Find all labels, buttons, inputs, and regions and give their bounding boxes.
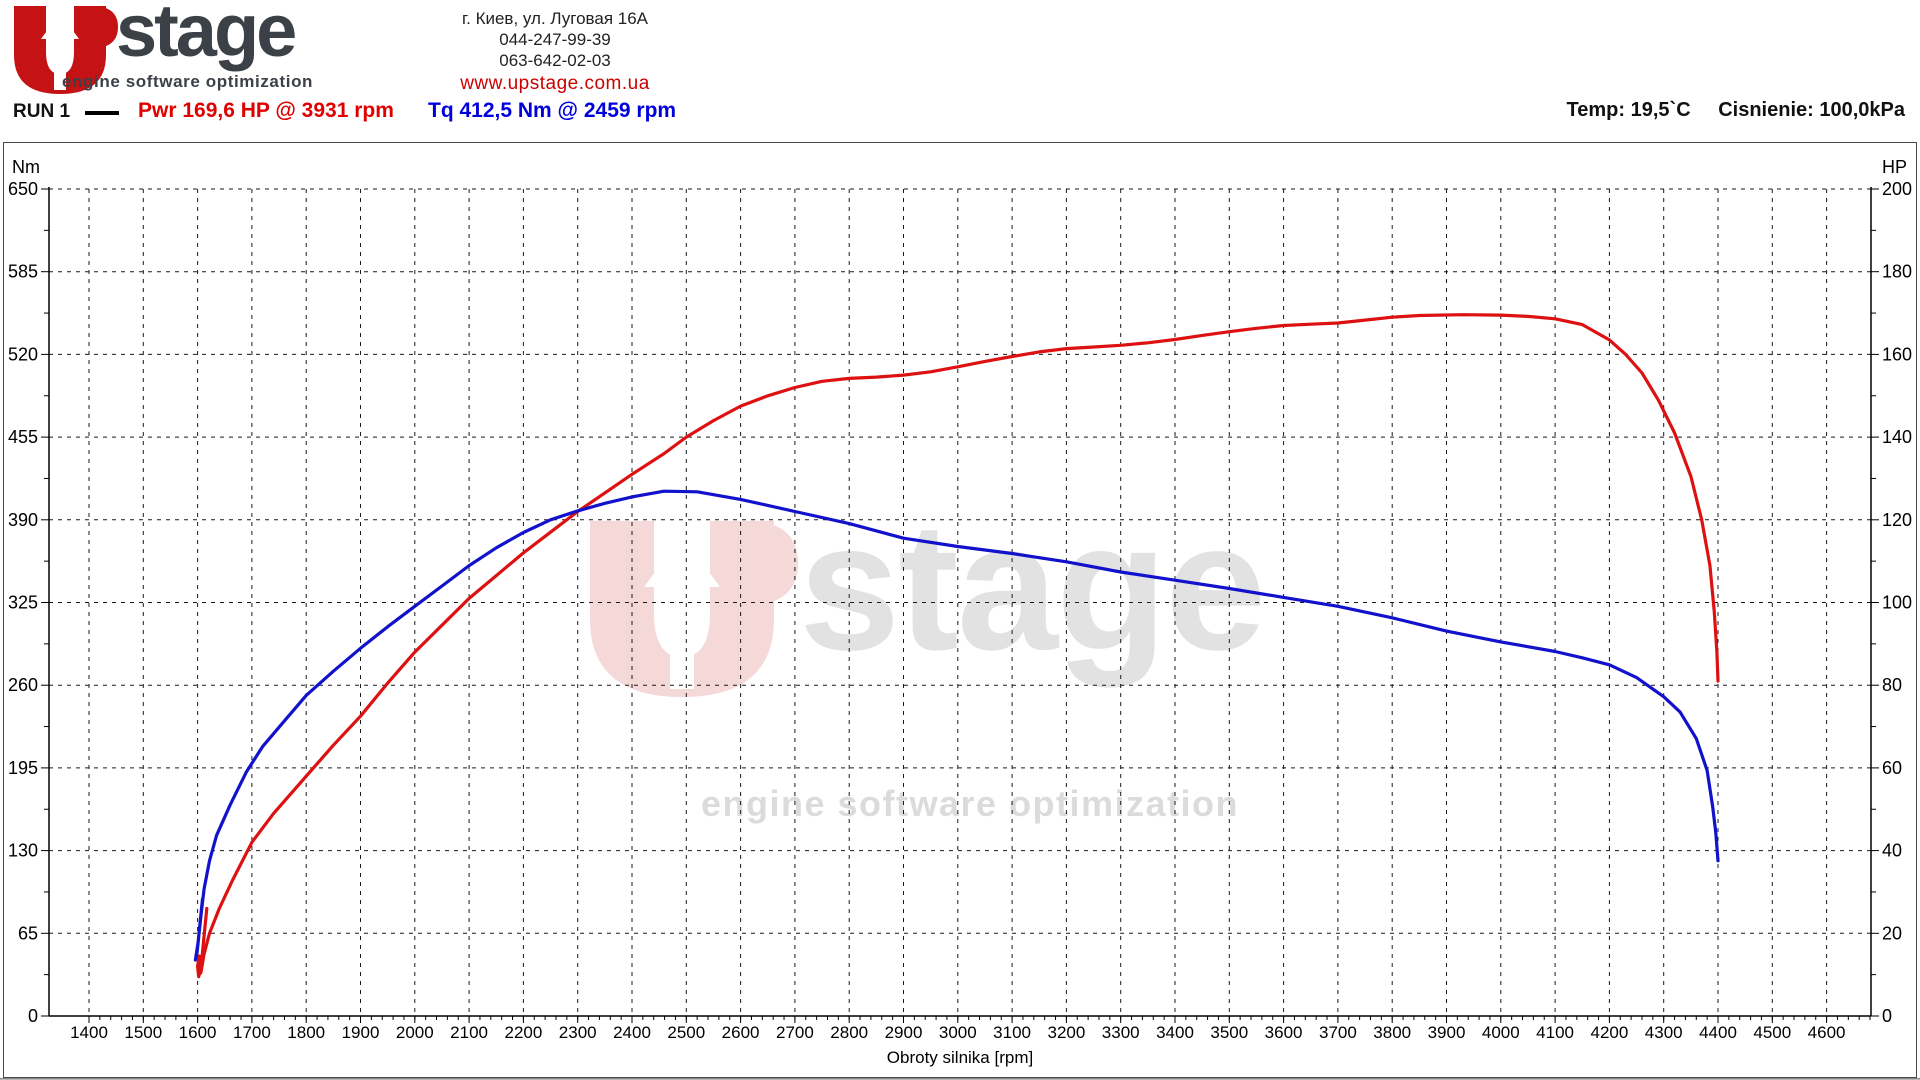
x-tick-label: 2800 xyxy=(830,1023,868,1042)
x-tick-label: 1800 xyxy=(287,1023,325,1042)
x-tick-label: 4000 xyxy=(1482,1023,1520,1042)
temperature-value: Temp: 19,5`C xyxy=(1566,99,1691,121)
power-peak-label: Pwr 169,6 HP @ 3931 rpm xyxy=(138,99,394,122)
dyno-chart: stage engine software optimization 1400 1… xyxy=(3,142,1917,1078)
x-tick-label: 2000 xyxy=(396,1023,434,1042)
logo-tagline: engine software optimization xyxy=(62,72,314,91)
contact-website-link[interactable]: www.upstage.com.ua xyxy=(460,73,650,94)
run-line-sample-icon xyxy=(85,111,119,115)
left-tick-label: 390 xyxy=(8,510,38,530)
x-tick-label: 2200 xyxy=(504,1023,542,1042)
x-tick-label: 3200 xyxy=(1047,1023,1085,1042)
x-tick-label: 1900 xyxy=(342,1023,380,1042)
run-label: RUN 1 xyxy=(13,101,71,122)
right-tick-label: 40 xyxy=(1882,841,1902,861)
x-tick-label: 4100 xyxy=(1536,1023,1574,1042)
x-tick-label: 2600 xyxy=(722,1023,760,1042)
right-tick-label: 100 xyxy=(1882,593,1912,613)
x-tick-label: 3600 xyxy=(1265,1023,1303,1042)
right-axis-unit: HP xyxy=(1882,157,1907,177)
x-tick-label: 1400 xyxy=(70,1023,108,1042)
right-tick-label: 80 xyxy=(1882,675,1902,695)
right-tick-label: 60 xyxy=(1882,758,1902,778)
window-bottom-edge xyxy=(0,1078,1920,1080)
left-tick-label: 130 xyxy=(8,841,38,861)
x-tick-label: 2400 xyxy=(613,1023,651,1042)
x-tick-label: 3500 xyxy=(1210,1023,1248,1042)
x-tick-label: 1700 xyxy=(233,1023,271,1042)
x-tick-label: 3800 xyxy=(1373,1023,1411,1042)
right-tick-label: 180 xyxy=(1882,262,1912,282)
right-tick-label: 140 xyxy=(1882,427,1912,447)
left-tick-label: 0 xyxy=(28,1006,38,1026)
left-tick-label: 325 xyxy=(8,593,38,613)
x-tick-label: 3700 xyxy=(1319,1023,1357,1042)
x-tick-label: 3000 xyxy=(939,1023,977,1042)
right-tick-label: 200 xyxy=(1882,179,1912,199)
right-tick-label: 160 xyxy=(1882,344,1912,364)
watermark-u-arrow-icon xyxy=(590,521,798,697)
torque-curve xyxy=(193,489,1720,962)
x-tick-label: 3300 xyxy=(1102,1023,1140,1042)
contact-block: г. Киев, ул. Луговая 16А 044-247-99-39 0… xyxy=(385,8,725,94)
left-axis-unit: Nm xyxy=(12,157,40,177)
x-tick-label: 3100 xyxy=(993,1023,1031,1042)
x-tick-label: 4400 xyxy=(1699,1023,1737,1042)
contact-phone-2: 063-642-02-03 xyxy=(499,51,611,70)
x-tick-label: 4600 xyxy=(1808,1023,1846,1042)
left-tick-label: 520 xyxy=(8,344,38,364)
left-tick-label: 585 xyxy=(8,262,38,282)
contact-phone-1: 044-247-99-39 xyxy=(499,30,611,49)
run-legend-row: RUN 1 Pwr 169,6 HP @ 3931 rpm Tq 412,5 N… xyxy=(0,99,1920,125)
header: stage engine software optimization г. Ки… xyxy=(0,0,1920,142)
left-tick-label: 260 xyxy=(8,675,38,695)
x-tick-label: 2900 xyxy=(885,1023,923,1042)
right-tick-label: 20 xyxy=(1882,923,1902,943)
x-tick-label: 1600 xyxy=(179,1023,217,1042)
x-tick-label: 2500 xyxy=(667,1023,705,1042)
left-tick-label: 195 xyxy=(8,758,38,778)
x-tick-label: 3400 xyxy=(1156,1023,1194,1042)
contact-address: г. Киев, ул. Луговая 16А xyxy=(462,9,648,28)
x-tick-label: 4500 xyxy=(1753,1023,1791,1042)
x-tick-label: 2700 xyxy=(776,1023,814,1042)
x-tick-label: 4200 xyxy=(1590,1023,1628,1042)
x-tick-label: 3900 xyxy=(1428,1023,1466,1042)
pressure-value: Cisnienie: 100,0kPa xyxy=(1718,99,1905,121)
watermark-brand-text: stage xyxy=(799,484,1266,688)
x-tick-label: 4300 xyxy=(1645,1023,1683,1042)
right-tick-label: 0 xyxy=(1882,1006,1892,1026)
watermark-tagline: engine software optimization xyxy=(701,783,1240,824)
upstage-logo: stage engine software optimization xyxy=(8,0,428,98)
power-curve xyxy=(196,313,1720,979)
logo-u-arrow-icon xyxy=(14,6,118,94)
right-tick-label: 120 xyxy=(1882,510,1912,530)
logo-brand-text: stage xyxy=(116,0,297,72)
x-tick-label: 1500 xyxy=(124,1023,162,1042)
x-tick-label: 2100 xyxy=(450,1023,488,1042)
left-tick-label: 455 xyxy=(8,427,38,447)
plot-area: 1400 1500 1600 1700 1800 1900 2000 2100 2200 2300… xyxy=(8,157,1912,1067)
x-tick-label: 2300 xyxy=(559,1023,597,1042)
x-axis-title: Obroty silnika [rpm] xyxy=(887,1048,1033,1067)
left-tick-label: 650 xyxy=(8,179,38,199)
environment-readings: Temp: 19,5`C Cisnienie: 100,0kPa xyxy=(1545,99,1905,122)
torque-peak-label: Tq 412,5 Nm @ 2459 rpm xyxy=(428,99,677,122)
left-tick-label: 65 xyxy=(18,923,38,943)
